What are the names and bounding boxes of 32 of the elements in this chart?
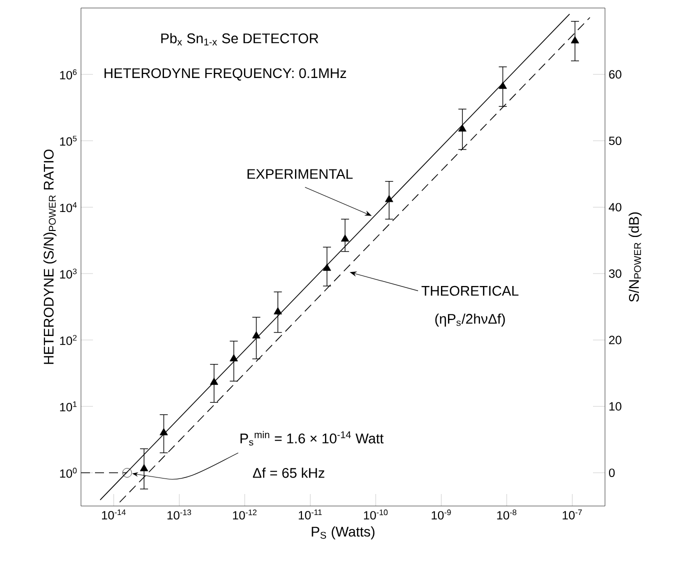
- annotation: THEORETICAL: [422, 286, 518, 296]
- annotation: Δf = 65 kHz: [252, 468, 324, 478]
- x-tick-label: 10$^{-11}$: [298, 510, 322, 520]
- x-tick-label: 10$^{-9}$: [432, 510, 451, 520]
- y2-tick-label: 40: [608, 202, 622, 212]
- y-tick-label: 10$^{2}$: [60, 334, 77, 345]
- x-tick-label: 10$^{-10}$: [364, 510, 388, 520]
- y-tick-label: 10$^{5}$: [60, 136, 77, 146]
- y2-tick-label: 0: [608, 468, 615, 478]
- y-tick-label: 10$^{6}$: [60, 69, 77, 80]
- y-tick-label: 10$^{4}$: [60, 202, 77, 212]
- y2-tick-label: 50: [609, 136, 622, 146]
- y-tick-label: 10$^{0}$: [60, 468, 77, 478]
- y-tick-label: 10$^{1}$: [60, 401, 77, 412]
- x-axis-title: P$_{S}$ (Watts): [312, 526, 374, 540]
- annotation: HETERODYNE FREQUENCY: 0.1MHz: [104, 68, 346, 81]
- y-tick-label: 10$^{3}$: [60, 268, 77, 279]
- y2-axis-title: S/N$_{POWER}$ (dB): [628, 212, 642, 302]
- y2-tick-label: 30: [608, 269, 622, 278]
- y2-tick-label: 10: [609, 402, 622, 411]
- annotation: Pb$_{x}$ Sn$_{1-x}$ Se DETECTOR: [161, 33, 318, 46]
- x-tick-label: 10$^{-7}$: [562, 510, 582, 520]
- y2-tick-label: 20: [609, 336, 622, 344]
- annotation: EXPERIMENTAL: [248, 169, 353, 179]
- y-axis-title: HETERODYNE (S/N)$_{POWER}$ RATIO: [43, 150, 56, 364]
- x-tick-label: 10$^{-12}$: [233, 510, 257, 520]
- annotation: (ηP$_{s}$/2hνΔf): [435, 314, 505, 327]
- x-tick-label: 10$^{-13}$: [168, 510, 192, 520]
- x-tick-label: 10$^{-8}$: [497, 510, 516, 520]
- y2-tick-label: 60: [609, 70, 622, 79]
- x-tick-label: 10$^{-14}$: [102, 510, 126, 520]
- annotation: P$_{s}$$^{min}$ = 1.6 × 10$^{-14}$ Watt: [240, 430, 384, 446]
